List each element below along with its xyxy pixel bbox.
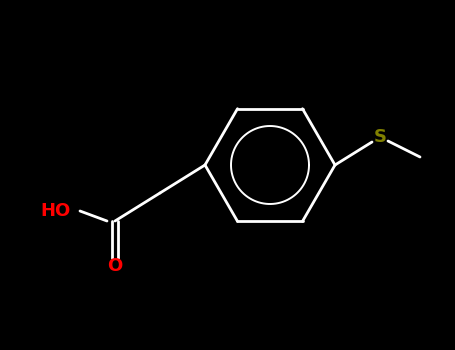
- Text: S: S: [374, 128, 386, 146]
- Text: HO: HO: [40, 202, 70, 220]
- Text: O: O: [107, 257, 123, 275]
